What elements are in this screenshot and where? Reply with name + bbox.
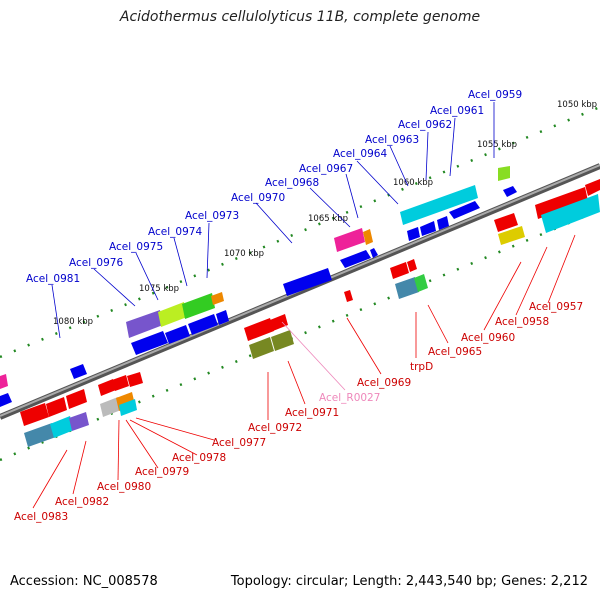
gene-block <box>370 248 378 258</box>
bottom-gene-labels: Acel_0957 Acel_0958 Acel_0960 Acel_0965 … <box>14 301 583 523</box>
gene-label: Acel_0962 <box>398 119 452 131</box>
gene-block <box>363 229 373 245</box>
map-title: Acidothermus cellulolyticus 11B, complet… <box>119 9 481 25</box>
gene-block <box>340 250 371 268</box>
gene-block <box>46 397 67 417</box>
gene-block <box>344 290 353 302</box>
gene-label: Acel_0967 <box>299 163 353 175</box>
gene-block <box>503 186 517 197</box>
forward-genes <box>0 166 517 407</box>
gene-block <box>420 221 436 236</box>
genome-summary: Topology: circular; Length: 2,443,540 bp… <box>230 574 588 589</box>
gene-label: Acel_0961 <box>430 105 484 117</box>
gene-block <box>334 228 365 252</box>
scale-labels: 1050 kbp 1055 kbp 1060 kbp 1065 kbp 1070… <box>53 100 597 327</box>
gene-block <box>585 179 600 196</box>
gene-label: Acel_0965 <box>428 346 482 358</box>
gene-block <box>66 389 87 409</box>
gene-label: Acel_0977 <box>212 437 266 449</box>
gene-block <box>69 412 89 431</box>
gene-block <box>24 423 56 447</box>
gene-block <box>407 227 420 241</box>
gene-block <box>395 277 419 299</box>
gene-block <box>271 330 294 351</box>
gene-block <box>182 293 215 319</box>
gene-label: Acel_R0027 <box>319 392 380 404</box>
gene-block <box>126 310 163 338</box>
rna-connectors <box>281 321 346 391</box>
gene-block <box>188 314 218 335</box>
gene-block <box>270 314 288 331</box>
gene-label: Acel_0979 <box>135 466 189 478</box>
reverse-genes <box>20 179 600 447</box>
bottom-connectors <box>32 234 576 509</box>
gene-label: Acel_0980 <box>97 481 151 493</box>
scale-label: 1080 kbp <box>53 317 93 327</box>
gene-label: Acel_0982 <box>55 496 109 508</box>
gene-block <box>70 364 87 379</box>
gene-label: Acel_0973 <box>185 210 239 222</box>
gene-label: Acel_0970 <box>231 192 285 204</box>
gene-block <box>112 375 129 391</box>
gene-block <box>98 379 116 396</box>
gene-block <box>400 185 478 225</box>
scale-label: 1055 kbp <box>477 140 517 150</box>
gene-label: Acel_0959 <box>468 89 522 101</box>
gene-block <box>498 166 510 181</box>
gene-block <box>158 302 187 327</box>
rna-gene-labels: Acel_R0027 <box>319 392 380 404</box>
gene-block <box>283 268 332 296</box>
gene-label: Acel_0983 <box>14 511 68 523</box>
gene-block <box>100 397 121 417</box>
scale-label: 1050 kbp <box>557 100 597 110</box>
gene-label: Acel_0969 <box>357 377 411 389</box>
accession-text: Accession: NC_008578 <box>10 574 158 589</box>
gene-block <box>407 259 417 272</box>
gene-block <box>216 310 229 325</box>
gene-label: Acel_0964 <box>333 148 387 160</box>
gene-block <box>498 226 525 245</box>
gene-block <box>131 331 168 355</box>
gene-label: Acel_0981 <box>26 273 80 285</box>
gene-label: Acel_0960 <box>461 332 515 344</box>
gene-block <box>437 216 449 230</box>
gene-block <box>414 274 428 292</box>
gene-block <box>249 337 274 359</box>
gene-label: Acel_0957 <box>529 301 583 313</box>
scale-label: 1060 kbp <box>393 178 433 188</box>
gene-label: Acel_0968 <box>265 177 319 189</box>
gene-block <box>0 393 12 407</box>
gene-label: Acel_0972 <box>248 422 302 434</box>
gene-label: Acel_0963 <box>365 134 419 146</box>
gene-block <box>494 213 518 232</box>
gene-block <box>50 416 74 438</box>
gene-block <box>0 374 8 389</box>
gene-label: Acel_0971 <box>285 407 339 419</box>
lower-tick-track <box>0 208 600 462</box>
gene-block <box>127 372 143 387</box>
gene-block <box>535 187 588 219</box>
gene-block <box>20 403 49 426</box>
top-gene-labels: Acel_0959 Acel_0961 Acel_0962 Acel_0963 … <box>26 89 522 285</box>
gene-block <box>244 318 274 341</box>
gene-label: Acel_0958 <box>495 316 549 328</box>
gene-label: Acel_0978 <box>172 452 226 464</box>
gene-block <box>211 292 224 305</box>
gene-block <box>119 399 137 416</box>
scale-label: 1065 kbp <box>308 214 348 224</box>
gene-label: Acel_0974 <box>148 226 202 238</box>
gene-label: trpD <box>410 361 433 373</box>
upper-tick-track <box>0 105 600 359</box>
gene-label: Acel_0975 <box>109 241 163 253</box>
gene-label: Acel_0976 <box>69 257 123 269</box>
gene-block <box>541 194 600 233</box>
gene-block <box>390 262 409 279</box>
scale-label: 1075 kbp <box>139 284 179 294</box>
top-connectors <box>51 102 495 339</box>
gene-block <box>449 201 480 219</box>
scale-label: 1070 kbp <box>224 249 264 259</box>
gene-block <box>165 325 190 344</box>
